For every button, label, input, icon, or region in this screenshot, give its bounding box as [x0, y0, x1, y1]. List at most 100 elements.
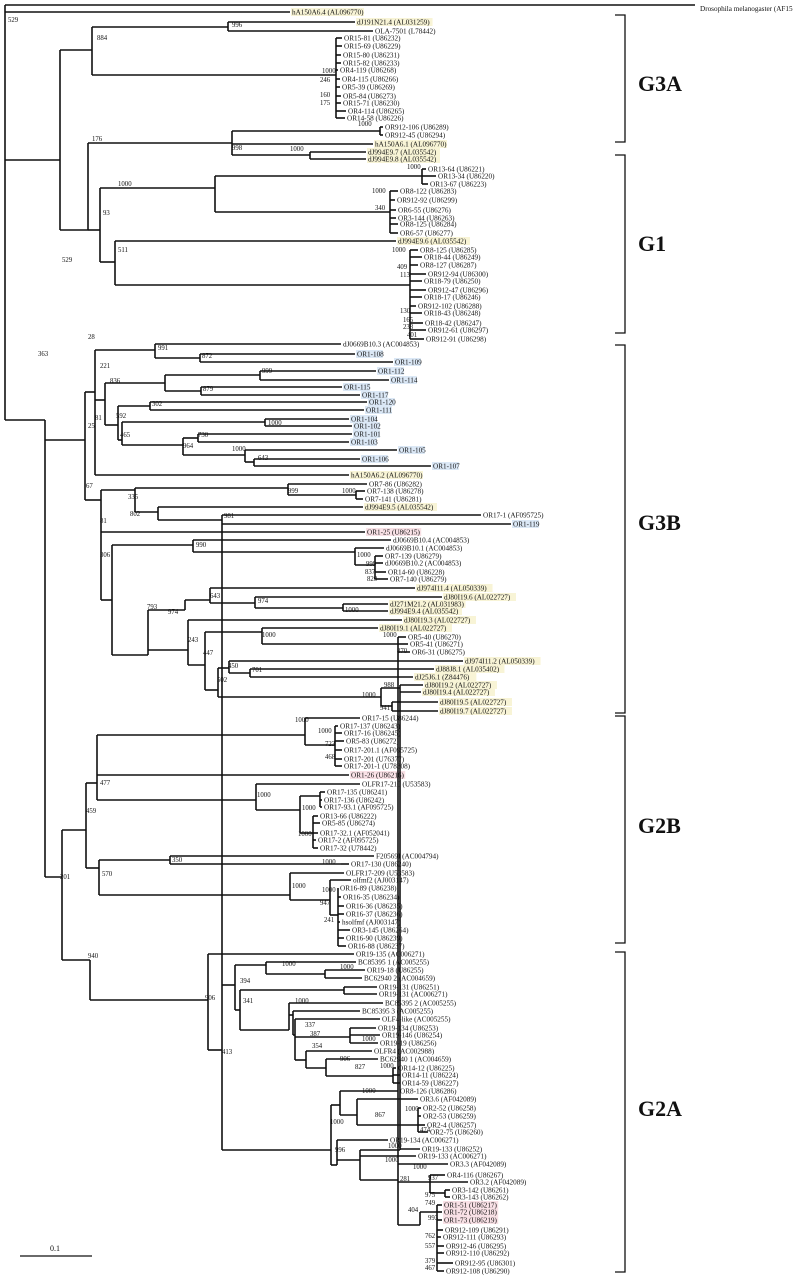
- bootstrap-value: 643: [210, 593, 221, 600]
- group-bracket: [615, 715, 626, 944]
- bootstrap-value: 1000: [362, 1036, 376, 1043]
- bootstrap-value: 130: [400, 308, 411, 315]
- bootstrap-value: 999: [262, 368, 273, 375]
- bootstrap-value: 1000: [298, 831, 312, 838]
- leaf-label: OR1-105: [399, 447, 426, 455]
- leaf-label: OR19-134 (AC006271): [390, 1137, 459, 1145]
- group-bracket: [615, 344, 626, 714]
- leaf-label: OR2-75 (U86260): [430, 1129, 484, 1137]
- leaf-label: OR912-46 (U86295): [446, 1243, 507, 1251]
- leaf-label: OR7-138 (U86278): [367, 488, 424, 496]
- leaf-label: OR13-67 (U86223): [430, 181, 487, 189]
- leaf-label: OR13-66 (U86222): [320, 813, 377, 821]
- leaf-label: OR15-69 (U86229): [344, 43, 401, 51]
- bootstrap-value: 1000: [362, 692, 376, 699]
- bootstrap-value: 1000: [295, 998, 309, 1005]
- group-label: G1: [638, 231, 666, 256]
- label-highlight: [374, 140, 447, 148]
- leaf-label: OR1-25 (U86215): [367, 529, 421, 537]
- leaf-label: OR13-34 (U86220): [438, 173, 495, 181]
- leaf-label: OLFR4 (AC002988): [374, 1048, 435, 1056]
- bootstrap-value: 879: [203, 386, 214, 393]
- leaf-label: OR17-201 (U76377): [344, 756, 405, 764]
- leaf-label: hA150A6.2 (AL096770): [351, 472, 423, 480]
- leaf-label: OR17-32 (U78442): [320, 845, 377, 853]
- bootstrap-value: 1000: [383, 632, 397, 639]
- leaf-label: OLA-7501 (L78442): [375, 28, 436, 36]
- bootstrap-value: 447: [203, 650, 214, 657]
- leaf-label: OR15-81 (U86232): [344, 35, 401, 43]
- bootstrap-value: 306: [100, 552, 111, 559]
- label-highlight: [416, 584, 493, 592]
- leaf-label: OR1-26 (U86216): [351, 772, 405, 780]
- leaf-label: OR17-93.1 (AF095725): [324, 804, 394, 812]
- bootstrap-value: 201: [60, 874, 70, 881]
- bootstrap-value: 643: [258, 455, 269, 462]
- leaf-label: OR1-108: [357, 351, 384, 359]
- label-highlight: [443, 1201, 499, 1209]
- bootstrap-value: 592: [116, 413, 127, 420]
- leaf-label: OR16-36 (U86235): [346, 903, 403, 911]
- leaf-label: dJ974I11.4 (AL050339): [417, 585, 487, 593]
- bootstrap-value: 1000: [405, 1106, 419, 1113]
- bootstrap-value: 474: [420, 1127, 431, 1134]
- leaf-label: olfmf2 (AJ003147): [353, 877, 409, 885]
- bootstrap-value: 974: [258, 598, 269, 605]
- label-highlight: [389, 600, 466, 608]
- label-highlight: [394, 358, 421, 366]
- bootstrap-value: 502: [217, 677, 228, 684]
- label-highlight: [366, 528, 422, 536]
- bootstrap-value: 337: [305, 1022, 316, 1029]
- bootstrap-value: 827: [355, 1064, 366, 1071]
- leaf-label: OR1-102: [354, 423, 381, 431]
- bootstrap-value: 67: [86, 483, 93, 490]
- leaf-label: OR16-37 (U86236): [346, 911, 403, 919]
- leaf-label: OR912-108 (U86290): [446, 1268, 510, 1276]
- leaf-label: OR15-82 (U86233): [343, 60, 400, 68]
- leaf-label: OR17-135 (U86241): [327, 789, 388, 797]
- bootstrap-value: 1000: [330, 1119, 344, 1126]
- label-highlight: [398, 446, 425, 454]
- leaf-label: dJ974I11.2 (AL050339): [465, 658, 535, 666]
- bootstrap-value: 999: [366, 561, 377, 568]
- bootstrap-value: 723: [325, 741, 336, 748]
- leaf-label: OR17-32.1 (AF052041): [320, 830, 390, 838]
- bootstrap-value: 529: [62, 257, 73, 264]
- leaf-label: OR19-133 (AC006271): [418, 1153, 487, 1161]
- bootstrap-value: 981: [224, 513, 234, 520]
- leaf-label: OR2-52 (U86258): [423, 1105, 477, 1113]
- bootstrap-value: 281: [400, 1176, 410, 1183]
- bootstrap-value: 467: [425, 1265, 436, 1272]
- bootstrap-value: 964: [183, 443, 194, 450]
- leaf-label: OR15-80 (U86231): [343, 52, 400, 60]
- bootstrap-value: 340: [375, 205, 386, 212]
- leaf-label: OR8-122 (U86283): [400, 188, 457, 196]
- bootstrap-value: 988: [384, 682, 395, 689]
- label-highlight: [403, 616, 476, 624]
- bootstrap-value: 1000: [342, 488, 356, 495]
- leaf-label: dJ0669B10.1 (AC004853): [386, 545, 463, 553]
- leaf-label: OR912-45 (U86294): [385, 132, 446, 140]
- label-highlight: [439, 707, 512, 715]
- group-bracket: [615, 154, 626, 334]
- bootstrap-value: 884: [97, 35, 108, 42]
- bootstrap-value: 836: [110, 378, 121, 385]
- leaf-label: OR1-120: [369, 399, 396, 407]
- bootstrap-value: 1000: [262, 632, 276, 639]
- leaf-label: OR912-91 (U86298): [426, 336, 487, 344]
- leaf-label: BC62940 2 (AC004659): [364, 975, 436, 983]
- bootstrap-value: 1000: [357, 552, 371, 559]
- leaf-label: OR14-12 (U86225): [398, 1065, 455, 1073]
- bootstrap-value: 354: [312, 1043, 323, 1050]
- leaf-label: OR912-109 (U86291): [445, 1227, 509, 1235]
- leaf-label: OR16-35 (U86234): [343, 894, 400, 902]
- label-highlight: [350, 438, 377, 446]
- bootstrap-value: 468: [325, 754, 336, 761]
- bootstrap-value: 363: [38, 351, 49, 358]
- leaf-label: OR1-104: [351, 416, 378, 424]
- leaf-label: OR3-144 (U86263): [398, 215, 455, 223]
- leaf-label: OR18-17 (U86246): [424, 294, 481, 302]
- label-highlight: [464, 657, 541, 665]
- leaf-label: hsolfmf (AJ003147): [342, 919, 401, 927]
- leaf-label: dJ994E9.5 (AL035542): [365, 504, 434, 512]
